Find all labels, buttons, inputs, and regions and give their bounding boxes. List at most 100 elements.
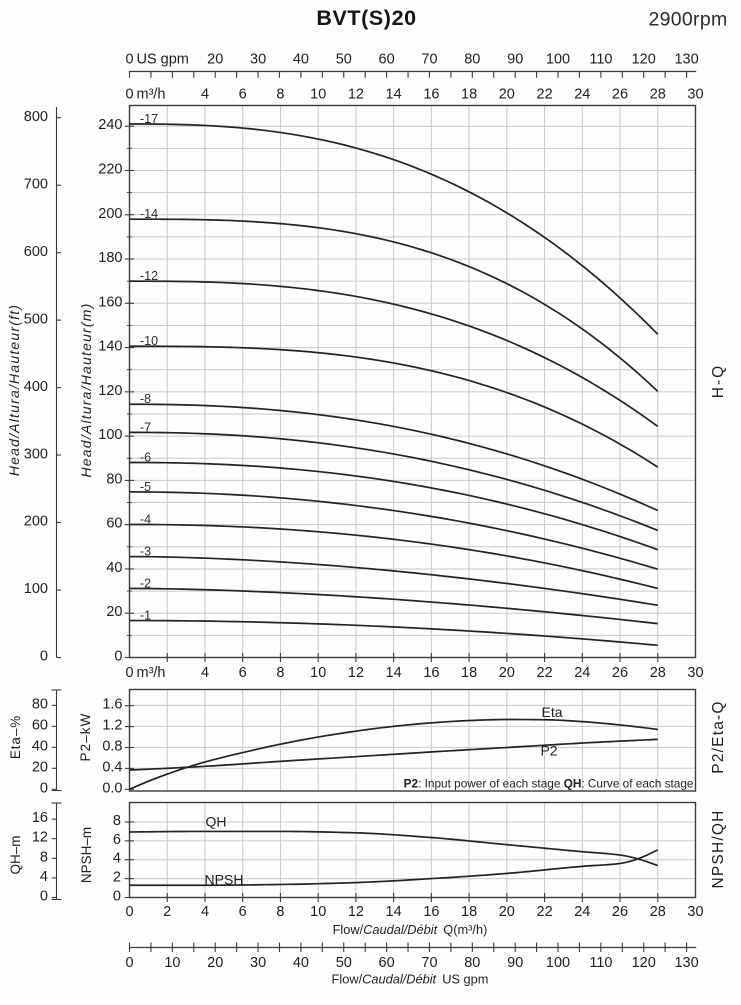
svg-text:4: 4 [113,851,121,867]
svg-text:100: 100 [546,955,570,971]
svg-text:180: 180 [98,250,122,266]
svg-text:26: 26 [612,87,628,103]
svg-text:20: 20 [32,760,48,776]
svg-text:10: 10 [310,87,326,103]
svg-text:Flow/Caudal/Débit US gpm: Flow/Caudal/Débit US gpm [332,972,489,987]
svg-text:50: 50 [336,52,352,68]
svg-text:-5: -5 [140,480,151,494]
svg-text:28: 28 [650,665,666,681]
svg-text:-17: -17 [140,112,158,126]
svg-text:Head/Altura/Hauteur(ft): Head/Altura/Hauteur(ft) [6,304,22,476]
svg-text:220: 220 [98,162,122,178]
svg-text:m³/h: m³/h [137,87,166,103]
svg-text:14: 14 [386,904,402,920]
svg-text:120: 120 [632,955,656,971]
svg-text:40: 40 [32,739,48,755]
svg-text:140: 140 [98,339,122,355]
svg-text:20: 20 [106,604,122,620]
svg-text:130: 130 [674,52,698,68]
svg-text:6: 6 [239,665,247,681]
svg-text:8: 8 [276,87,284,103]
svg-text:4: 4 [201,665,209,681]
svg-text:70: 70 [421,52,437,68]
svg-text:110: 110 [589,52,612,68]
svg-text:80: 80 [464,955,480,971]
svg-text:26: 26 [612,665,628,681]
svg-text:-3: -3 [140,545,151,559]
svg-text:20: 20 [207,52,223,68]
svg-text:120: 120 [632,52,656,68]
svg-text:0.8: 0.8 [102,739,122,755]
svg-text:0: 0 [40,649,48,665]
svg-text:NPSH–m: NPSH–m [79,827,94,883]
svg-text:18: 18 [461,665,477,681]
svg-text:800: 800 [24,109,48,125]
svg-text:-2: -2 [140,576,151,590]
svg-text:12: 12 [348,87,364,103]
svg-text:22: 22 [537,904,553,920]
svg-text:0: 0 [125,87,133,103]
svg-text:QH–m: QH–m [8,835,23,874]
svg-text:P2–kW: P2–kW [78,712,93,761]
svg-text:12: 12 [348,904,364,920]
svg-text:0: 0 [125,904,133,920]
svg-text:0: 0 [125,52,133,68]
svg-text:24: 24 [574,665,590,681]
svg-text:10: 10 [164,955,180,971]
svg-text:8: 8 [40,849,48,865]
svg-text:10: 10 [310,904,326,920]
svg-text:26: 26 [612,904,628,920]
svg-text:28: 28 [650,904,666,920]
svg-text:0: 0 [114,649,122,665]
svg-text:-12: -12 [140,269,158,283]
svg-text:120: 120 [98,383,122,399]
svg-text:20: 20 [499,87,515,103]
svg-text:30: 30 [687,904,703,920]
svg-text:300: 300 [24,446,48,462]
svg-text:80: 80 [32,697,48,713]
svg-text:18: 18 [461,904,477,920]
svg-text:22: 22 [537,87,553,103]
svg-text:500: 500 [24,311,48,327]
svg-text:Flow/Caudal/Débit Q(m³/h): Flow/Caudal/Débit Q(m³/h) [333,922,488,937]
svg-text:0.4: 0.4 [102,759,122,775]
svg-text:40: 40 [293,52,309,68]
svg-text:H-Q: H-Q [710,364,727,398]
svg-text:2: 2 [113,870,121,886]
svg-text:60: 60 [379,52,395,68]
svg-text:-7: -7 [140,420,151,434]
svg-text:90: 90 [507,52,523,68]
svg-text:30: 30 [250,52,266,68]
svg-text:0: 0 [125,665,133,681]
svg-text:400: 400 [24,379,48,395]
svg-text:4: 4 [201,87,209,103]
svg-text:NPSH: NPSH [205,872,244,888]
svg-text:110: 110 [589,955,612,971]
svg-text:20: 20 [207,955,223,971]
svg-text:12: 12 [32,830,48,846]
svg-text:70: 70 [421,955,437,971]
svg-text:30: 30 [250,955,266,971]
svg-text:50: 50 [336,955,352,971]
svg-text:18: 18 [461,87,477,103]
svg-text:130: 130 [674,955,698,971]
svg-text:-8: -8 [140,392,151,406]
svg-text:60: 60 [379,955,395,971]
svg-text:24: 24 [574,87,590,103]
svg-text:60: 60 [106,516,122,532]
svg-text:160: 160 [98,294,122,310]
svg-text:16: 16 [32,810,48,826]
svg-text:NPSH/QH: NPSH/QH [710,809,727,888]
svg-text:22: 22 [537,665,553,681]
svg-text:6: 6 [113,832,121,848]
svg-text:Eta–%: Eta–% [8,715,23,759]
svg-text:Eta: Eta [541,704,562,720]
svg-text:60: 60 [32,718,48,734]
svg-text:200: 200 [98,206,122,222]
svg-text:P2/Eta-Q: P2/Eta-Q [710,700,727,773]
svg-text:30: 30 [687,87,703,103]
svg-text:600: 600 [24,244,48,260]
svg-text:P2: P2 [540,743,557,759]
svg-text:14: 14 [386,87,402,103]
svg-text:-10: -10 [140,334,158,348]
